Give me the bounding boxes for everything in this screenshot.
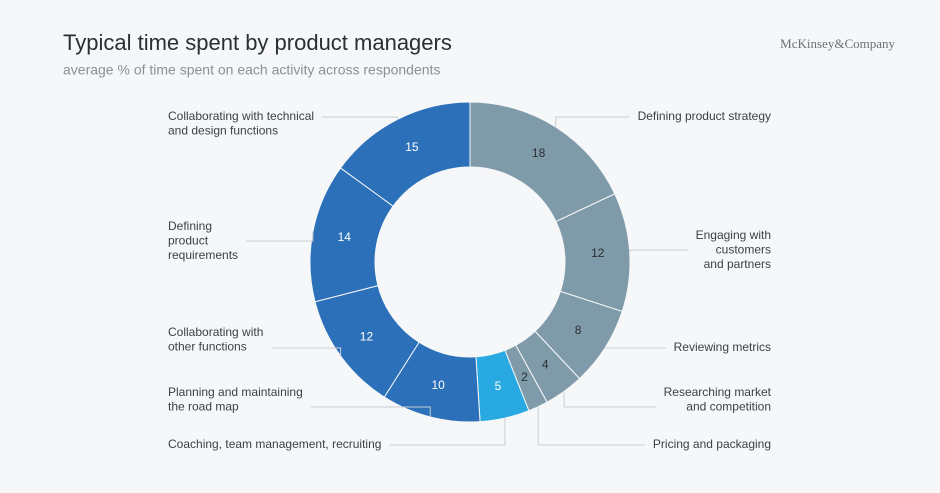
chart-subtitle: average % of time spent on each activity… [63,62,440,78]
brand-logo: McKinsey&Company [780,36,895,51]
category-label: Engaging with [696,228,771,242]
leader-line [389,418,506,446]
value-label: 12 [591,246,605,260]
value-label: 2 [521,370,528,384]
category-label: Planning and maintaining [168,385,303,399]
chart-title: Typical time spent by product managers [63,30,452,55]
value-label: 4 [542,358,549,372]
category-label: the road map [168,400,239,414]
leader-line [555,116,630,127]
value-label: 10 [431,378,445,392]
value-label: 5 [495,379,502,393]
category-label: Defining product strategy [638,109,771,123]
category-label: and partners [704,257,771,271]
leader-line [310,406,431,417]
category-label: product [168,234,209,248]
leader-line [563,391,656,408]
category-label: Researching market [664,385,772,399]
category-label: and design functions [168,124,278,138]
leader-line [537,406,645,446]
value-label: 18 [532,146,546,160]
category-label: customers [716,243,771,257]
leader-line [629,249,688,252]
category-label: requirements [168,248,238,262]
donut-slice [339,101,471,207]
category-label: and competition [686,400,771,414]
leader-line [246,232,314,242]
category-label: Collaborating with [168,325,263,339]
category-label: Pricing and packaging [653,437,771,451]
category-label: Coaching, team management, recruiting [168,437,381,451]
value-label: 12 [360,329,374,343]
leader-line [322,116,398,120]
category-label: Reviewing metrics [674,340,771,354]
value-label: 8 [575,323,582,337]
leader-line [271,347,342,357]
value-label: 15 [405,140,419,154]
category-label: other functions [168,340,247,354]
category-label: Collaborating with technical [168,109,314,123]
value-label: 14 [338,230,352,244]
category-label: Defining [168,219,212,233]
